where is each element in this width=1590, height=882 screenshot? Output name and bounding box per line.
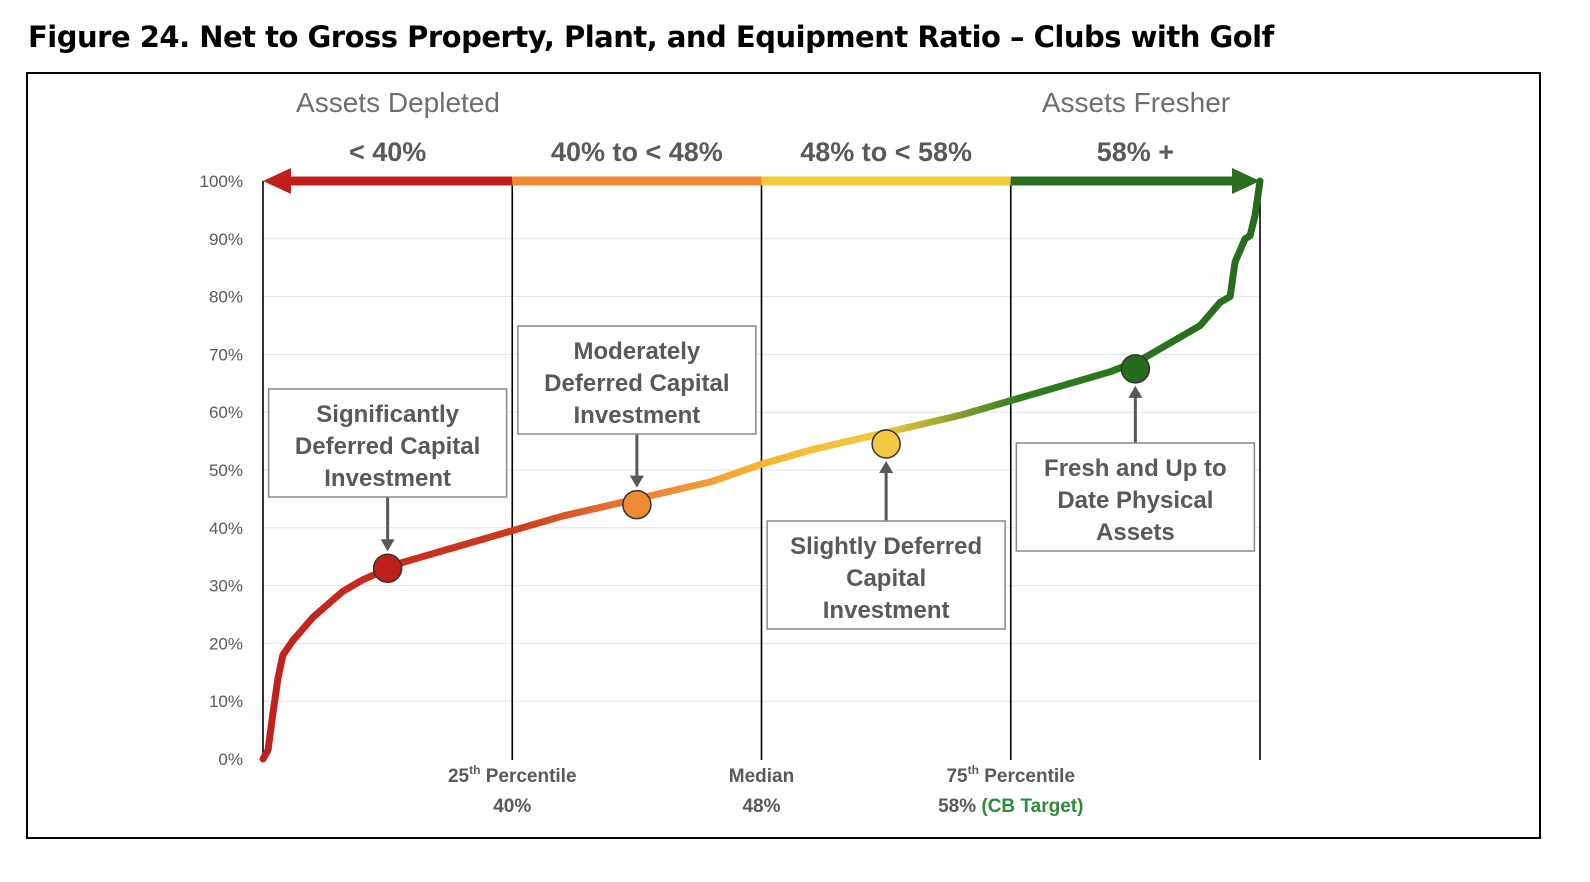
annotation-label: Moderately bbox=[574, 338, 701, 365]
bottom-label-line1: 25th Percentile bbox=[448, 763, 577, 787]
y-tick-label: 30% bbox=[209, 577, 243, 596]
bottom-label-line1: 75th Percentile bbox=[946, 763, 1075, 787]
annotation-label: Significantly bbox=[316, 401, 459, 428]
y-tick-label: 60% bbox=[209, 403, 243, 422]
y-tick-label: 80% bbox=[209, 288, 243, 307]
top-label-left: Assets Depleted bbox=[296, 87, 500, 118]
band-arrowhead-left bbox=[263, 168, 291, 194]
annotation-label: Deferred Capital bbox=[295, 433, 480, 460]
y-tick-label: 20% bbox=[209, 634, 243, 653]
marker-arrowhead bbox=[629, 475, 644, 488]
y-tick-label: 100% bbox=[200, 172, 243, 191]
marker-arrowhead bbox=[1128, 385, 1143, 398]
data-curve bbox=[259, 177, 1264, 763]
chart: 0% 10% 20% 30% 40% 50% 60% 70% 80% 90% 100% < 40% 40… bbox=[200, 87, 1264, 817]
bottom-label-main: Median bbox=[729, 766, 794, 787]
y-tick-label: 50% bbox=[209, 461, 243, 480]
data-marker bbox=[871, 429, 901, 459]
annotation-box bbox=[1015, 442, 1256, 552]
y-tick-label: 70% bbox=[209, 345, 243, 364]
annotation-label: Investment bbox=[574, 402, 701, 429]
annotation-box bbox=[267, 388, 508, 498]
band-label: 48% to < 58% bbox=[800, 137, 972, 167]
annotation-label: Date Physical bbox=[1057, 487, 1213, 514]
bottom-label-tail: Percentile bbox=[480, 766, 576, 787]
bottom-label-line2: 58% (CB Target) bbox=[938, 796, 1083, 817]
y-tick-label: 10% bbox=[209, 692, 243, 711]
annotation-box bbox=[766, 520, 1006, 630]
marker-arrowhead bbox=[380, 539, 395, 552]
y-tick-label: 40% bbox=[209, 519, 243, 538]
data-marker bbox=[622, 489, 652, 520]
band-label: 58% + bbox=[1097, 137, 1174, 167]
bottom-label-line1: Median bbox=[729, 766, 794, 787]
band-label: 40% to < 48% bbox=[551, 137, 723, 167]
annotation-box bbox=[517, 325, 757, 435]
top-label-right: Assets Fresher bbox=[1042, 87, 1230, 118]
annotation-label: Deferred Capital bbox=[544, 370, 729, 397]
y-tick-label: 0% bbox=[218, 750, 243, 769]
annotation-label: Capital bbox=[846, 565, 926, 592]
bottom-label-sup: th bbox=[469, 763, 480, 777]
annotation-label: Assets bbox=[1096, 519, 1175, 546]
bottom-label-value: 40% bbox=[493, 796, 531, 817]
target-label: (CB Target) bbox=[976, 796, 1083, 817]
band-arrowhead-right bbox=[1232, 168, 1260, 194]
bottom-label-value: 48% bbox=[742, 796, 780, 817]
data-marker bbox=[1120, 354, 1151, 384]
data-marker bbox=[372, 553, 403, 584]
annotation-label: Investment bbox=[823, 597, 950, 624]
annotation-label: Slightly Deferred bbox=[790, 533, 982, 560]
bottom-label-main: 75 bbox=[946, 766, 968, 787]
annotation-label: Fresh and Up to bbox=[1044, 455, 1227, 482]
band-label: < 40% bbox=[349, 137, 426, 167]
bottom-label-main: 25 bbox=[448, 766, 470, 787]
marker-arrowhead bbox=[879, 460, 894, 473]
bottom-label-sup: th bbox=[968, 763, 979, 777]
bottom-label-value: 58% bbox=[938, 796, 976, 817]
chart-frame: 0% 10% 20% 30% 40% 50% 60% 70% 80% 90% 100% < 40% 40… bbox=[26, 72, 1541, 839]
bottom-label-line2: 48% bbox=[742, 796, 780, 817]
y-tick-label: 90% bbox=[209, 230, 243, 249]
bottom-label-line2: 40% bbox=[493, 796, 531, 817]
bottom-label-tail: Percentile bbox=[979, 766, 1075, 787]
annotation-label: Investment bbox=[324, 465, 451, 492]
figure-title: Figure 24. Net to Gross Property, Plant,… bbox=[28, 20, 1274, 54]
